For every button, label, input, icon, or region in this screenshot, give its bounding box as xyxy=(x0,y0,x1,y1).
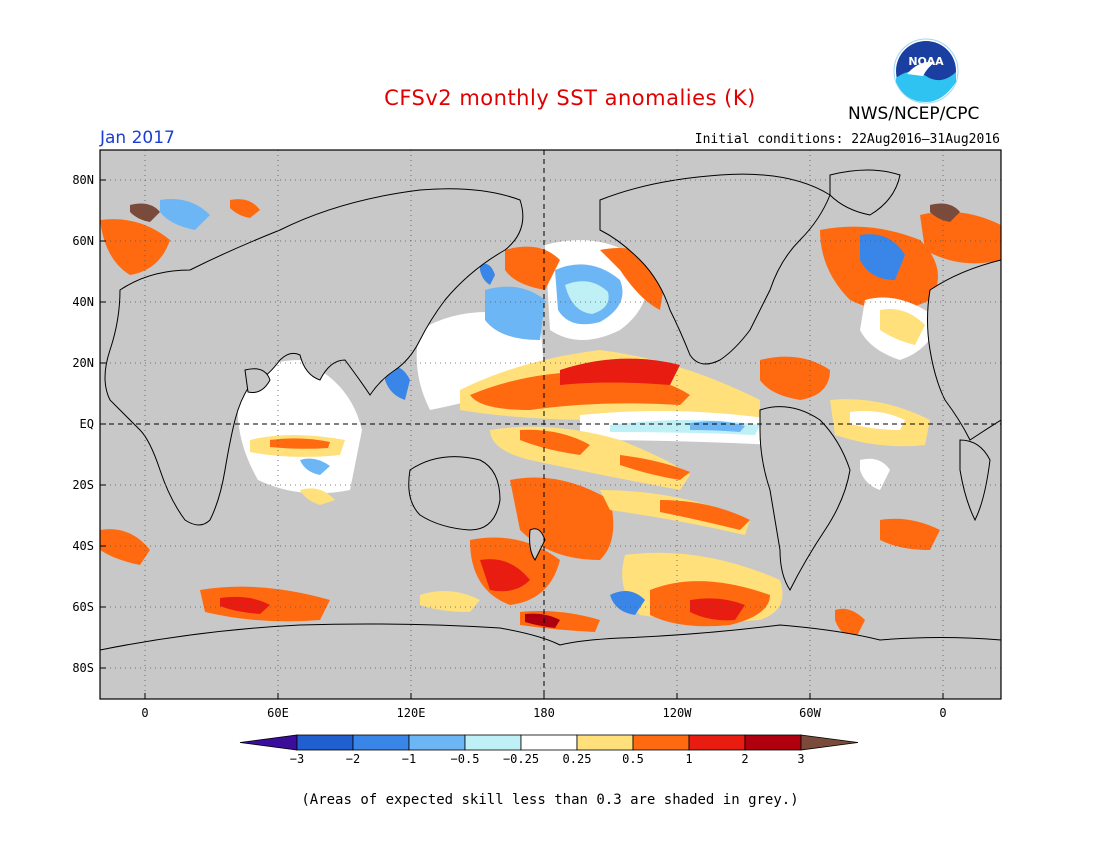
x-label: 0 xyxy=(939,706,947,720)
x-label: 60W xyxy=(799,706,821,720)
noaa-logo: NOAA xyxy=(893,38,959,104)
colorbar-tick-label: −2 xyxy=(345,752,361,766)
y-label: 60S xyxy=(72,600,94,614)
agency-label: NWS/NCEP/CPC xyxy=(848,104,980,124)
y-label: 80N xyxy=(72,173,94,187)
map-title: CFSv2 monthly SST anomalies (K) xyxy=(384,86,756,110)
y-label: 20N xyxy=(72,356,94,370)
colorbar-tick-label: −1 xyxy=(401,752,417,766)
x-label: 60E xyxy=(267,706,289,720)
colorbar-tick-label: −0.5 xyxy=(450,752,480,766)
footnote: (Areas of expected skill less than 0.3 a… xyxy=(301,792,799,808)
colorbar-tick-label: 2 xyxy=(741,752,749,766)
x-label: 120E xyxy=(396,706,426,720)
x-label: 180 xyxy=(533,706,555,720)
y-label: 80S xyxy=(72,661,94,675)
colorbar-tick-label: −0.25 xyxy=(502,752,540,766)
forecast-month: Jan 2017 xyxy=(100,128,175,148)
colorbar-tick-label: 3 xyxy=(797,752,805,766)
graticule xyxy=(100,150,1001,699)
colorbar-tick-label: 0.5 xyxy=(622,752,644,766)
logo-text: NOAA xyxy=(908,55,944,68)
colorbar-tick-label: 1 xyxy=(685,752,693,766)
y-label: 40N xyxy=(72,295,94,309)
colorbar-tick-label: −3 xyxy=(289,752,305,766)
x-label: 120W xyxy=(662,706,692,720)
y-label: EQ xyxy=(79,417,94,431)
y-label: 60N xyxy=(72,234,94,248)
colorbar-tick-label: 0.25 xyxy=(562,752,592,766)
initial-conditions: Initial conditions: 22Aug2016–31Aug2016 xyxy=(694,132,1000,147)
axis-ticks xyxy=(100,179,944,699)
x-label: 0 xyxy=(141,706,149,720)
y-label: 40S xyxy=(72,539,94,553)
ocean-anomaly-fields xyxy=(100,199,1001,640)
continent-outlines xyxy=(100,169,1001,699)
y-label: 20S xyxy=(72,478,94,492)
